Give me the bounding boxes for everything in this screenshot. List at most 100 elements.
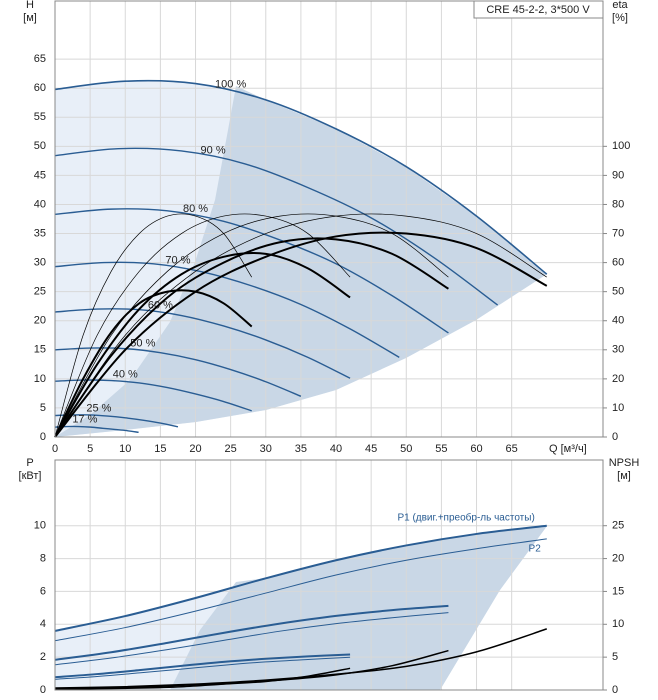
marks: 0 5 10 15 20 25 30 35 40 45 50 55 60 6505101520253035… xyxy=(34,53,631,696)
y-tick-label: 65 xyxy=(34,53,46,65)
curve xyxy=(54,79,548,275)
y-tick-label: 0 xyxy=(40,684,46,696)
x-tick-label: 35 xyxy=(295,443,307,455)
curve xyxy=(54,414,179,428)
curve xyxy=(54,524,547,632)
curve-label: 25 % xyxy=(86,402,111,414)
y2-tick-label: 0 xyxy=(612,684,618,696)
curve xyxy=(54,538,547,642)
y2-tick-label: 10 xyxy=(612,618,624,630)
curve-label: 40 % xyxy=(113,369,138,381)
secondary-curve xyxy=(54,213,449,438)
x-tick-label: 30 xyxy=(260,443,272,455)
curve-label: 80 % xyxy=(183,203,208,215)
dark-area xyxy=(170,526,547,690)
y-tick-label: 15 xyxy=(34,344,46,356)
curve xyxy=(54,612,449,666)
x-tick-label: 50 xyxy=(400,443,412,455)
secondary-curve xyxy=(54,213,253,438)
y-tick-label: 6 xyxy=(40,585,46,597)
y-tick-label: 10 xyxy=(34,520,46,532)
y-axis-label: P xyxy=(26,457,33,469)
y2-tick-label: 90 xyxy=(612,169,624,181)
x-tick-label: 60 xyxy=(470,443,482,455)
y-tick-label: 55 xyxy=(34,111,46,123)
y2-tick-label: 25 xyxy=(612,520,624,532)
y-tick-label: 4 xyxy=(40,618,46,630)
curve-label: P2 xyxy=(529,543,542,554)
plot-frame xyxy=(54,459,604,691)
secondary-curve xyxy=(54,289,253,438)
title-box xyxy=(473,0,604,19)
y-axis-label: H xyxy=(26,0,34,11)
y-tick-label: 25 xyxy=(34,286,46,298)
y2-axis-label: NPSH xyxy=(609,457,640,469)
y2-axis-unit: [м] xyxy=(617,470,631,482)
curve-label: 90 % xyxy=(201,144,226,156)
y-tick-label: 0 xyxy=(40,431,46,443)
curve xyxy=(54,604,449,661)
y-axis-unit: [кВт] xyxy=(19,470,42,482)
plot-frame xyxy=(54,0,604,438)
curve xyxy=(54,208,449,334)
y2-tick-label: 5 xyxy=(612,651,618,663)
y-tick-label: 60 xyxy=(34,82,46,94)
x-tick-label: 55 xyxy=(435,443,447,455)
y-tick-label: 10 xyxy=(34,373,46,385)
y-tick-label: 8 xyxy=(40,552,46,564)
secondary-curve xyxy=(54,252,351,438)
y2-tick-label: 20 xyxy=(612,552,624,564)
secondary-curve xyxy=(54,213,547,438)
y2-tick-label: 15 xyxy=(612,585,624,597)
x-tick-label: 15 xyxy=(154,443,166,455)
x-tick-label: 5 xyxy=(87,443,93,455)
curve-label: P1 (двиг.+преобр-ль частоты) xyxy=(397,511,534,523)
curve xyxy=(54,656,351,680)
curve-label: 100 % xyxy=(215,79,246,91)
y2-tick-label: 80 xyxy=(612,198,624,210)
secondary-curve xyxy=(54,213,351,438)
y2-tick-label: 50 xyxy=(612,286,624,298)
y2-tick-label: 20 xyxy=(612,373,624,385)
y-tick-label: 50 xyxy=(34,140,46,152)
curve xyxy=(54,308,351,379)
x-tick-label: 65 xyxy=(506,443,518,455)
curve-label: 17 % xyxy=(72,414,97,426)
y2-axis-unit: [%] xyxy=(612,12,628,24)
curve-label: 70 % xyxy=(165,255,190,267)
y2-tick-label: 60 xyxy=(612,257,624,269)
y-tick-label: 2 xyxy=(40,651,46,663)
y2-axis-label: eta xyxy=(612,0,628,11)
curve-label: 50 % xyxy=(130,338,155,350)
secondary-curve xyxy=(54,231,548,438)
curve xyxy=(54,261,400,358)
x-tick-label: 25 xyxy=(225,443,237,455)
secondary-curve xyxy=(54,667,351,691)
y2-tick-label: 10 xyxy=(612,402,624,414)
y2-tick-label: 40 xyxy=(612,315,624,327)
x-tick-label: 20 xyxy=(189,443,201,455)
x-tick-label: 45 xyxy=(365,443,377,455)
y2-tick-label: 30 xyxy=(612,344,624,356)
curve xyxy=(54,347,302,397)
curve xyxy=(54,147,499,306)
y-tick-label: 20 xyxy=(34,315,46,327)
y-tick-label: 30 xyxy=(34,257,46,269)
y2-tick-label: 100 xyxy=(612,140,630,152)
y-tick-label: 35 xyxy=(34,227,46,239)
chart-title: CRE 45-2-2, 3*500 V xyxy=(486,4,590,16)
x-tick-label: 10 xyxy=(119,443,131,455)
curve xyxy=(54,425,139,434)
y2-tick-label: 0 xyxy=(612,431,618,443)
y-tick-label: 45 xyxy=(34,169,46,181)
curve xyxy=(54,653,351,679)
y-tick-label: 5 xyxy=(40,402,46,414)
y-axis-unit: [м] xyxy=(23,12,37,24)
x-tick-label: 40 xyxy=(330,443,342,455)
x-tick-label: 0 xyxy=(52,443,58,455)
secondary-curve xyxy=(54,237,449,438)
x-axis-label: Q [м³/ч] xyxy=(549,443,587,455)
y2-tick-label: 70 xyxy=(612,227,624,239)
y-tick-label: 40 xyxy=(34,198,46,210)
